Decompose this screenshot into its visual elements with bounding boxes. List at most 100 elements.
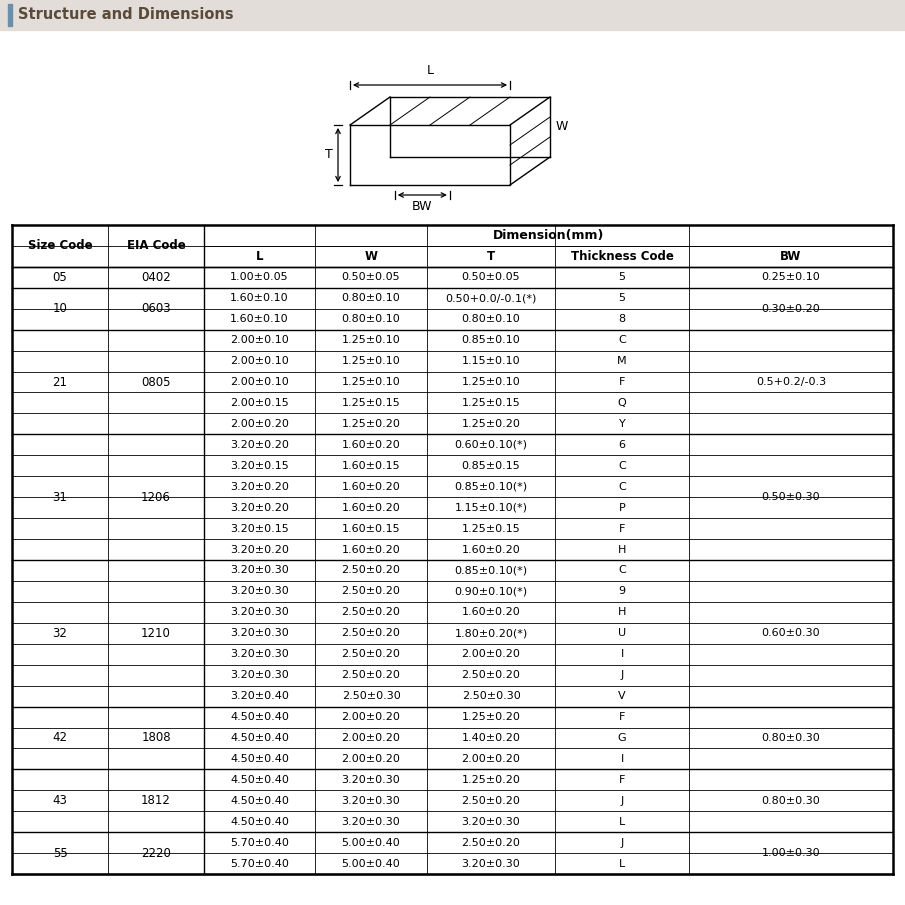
Text: 4.50±0.40: 4.50±0.40 [230,795,289,805]
Text: 0.85±0.15: 0.85±0.15 [462,461,520,471]
Text: 1.25±0.15: 1.25±0.15 [462,398,520,408]
Text: 2.00±0.20: 2.00±0.20 [462,754,520,764]
Text: I: I [620,754,624,764]
Text: 2.50±0.20: 2.50±0.20 [462,671,520,681]
Text: 1.40±0.20: 1.40±0.20 [462,733,520,743]
Text: 0.50±0.05: 0.50±0.05 [342,272,400,282]
Bar [0,0,905,30]
Text: 1.25±0.10: 1.25±0.10 [341,377,400,387]
Text: 0.85±0.10: 0.85±0.10 [462,335,520,345]
Text: L: L [426,64,433,77]
Text: 3.20±0.20: 3.20±0.20 [230,502,289,512]
Text: F: F [619,712,625,722]
Text: 1.25±0.10: 1.25±0.10 [341,335,400,345]
Text: L: L [256,250,263,263]
Text: I: I [620,649,624,659]
Text: 3.20±0.30: 3.20±0.30 [341,816,400,827]
Text: J: J [620,671,624,681]
Text: 3.20±0.30: 3.20±0.30 [341,775,400,785]
Text: 2.00±0.10: 2.00±0.10 [230,356,289,367]
Text: 3.20±0.15: 3.20±0.15 [230,524,289,534]
Text: 9: 9 [618,586,625,596]
Text: Size Code: Size Code [28,240,92,252]
Text: 1.25±0.15: 1.25±0.15 [462,524,520,534]
Text: 5: 5 [618,272,625,282]
Text: 3.20±0.30: 3.20±0.30 [230,671,289,681]
Text: 0.80±0.10: 0.80±0.10 [341,293,400,303]
Text: 3.20±0.20: 3.20±0.20 [230,481,289,491]
Text: 4.50±0.40: 4.50±0.40 [230,775,289,785]
Text: J: J [620,795,624,805]
Text: 1210: 1210 [141,627,171,640]
Text: 3.20±0.30: 3.20±0.30 [230,586,289,596]
Text: 1808: 1808 [141,731,171,745]
Text: W: W [556,120,568,134]
Text: F: F [619,775,625,785]
Text: 2.00±0.20: 2.00±0.20 [341,754,400,764]
Text: 3.20±0.30: 3.20±0.30 [341,795,400,805]
Text: 2220: 2220 [141,846,171,860]
Text: 1.60±0.20: 1.60±0.20 [341,481,400,491]
Text: 4.50±0.40: 4.50±0.40 [230,733,289,743]
Text: 3.20±0.30: 3.20±0.30 [462,816,520,827]
Text: 3.20±0.40: 3.20±0.40 [230,691,289,701]
Text: 1.25±0.20: 1.25±0.20 [341,419,400,429]
Text: BW: BW [780,250,802,263]
Text: 1.80±0.20(*): 1.80±0.20(*) [454,628,528,638]
Text: 0.50+0.0/-0.1(*): 0.50+0.0/-0.1(*) [445,293,537,303]
Text: L: L [619,859,625,869]
Text: 5.70±0.40: 5.70±0.40 [230,838,289,848]
Text: J: J [620,838,624,848]
Text: 2.00±0.20: 2.00±0.20 [230,419,289,429]
Text: 2.50±0.30: 2.50±0.30 [341,691,400,701]
Text: W: W [365,250,377,263]
Text: 32: 32 [52,627,68,640]
Text: 0.85±0.10(*): 0.85±0.10(*) [454,481,528,491]
Text: 4.50±0.40: 4.50±0.40 [230,816,289,827]
Text: 21: 21 [52,376,68,388]
Text: U: U [618,628,626,638]
Text: 1.60±0.20: 1.60±0.20 [341,545,400,555]
Text: 1.15±0.10: 1.15±0.10 [462,356,520,367]
Text: 10: 10 [52,302,68,315]
Text: 3.20±0.30: 3.20±0.30 [230,628,289,638]
Text: 55: 55 [52,846,67,860]
Text: G: G [618,733,626,743]
Text: 4.50±0.40: 4.50±0.40 [230,712,289,722]
Text: 2.50±0.20: 2.50±0.20 [341,586,400,596]
Text: 0.25±0.10: 0.25±0.10 [762,272,820,282]
Text: 5.00±0.40: 5.00±0.40 [341,838,400,848]
Text: 6: 6 [618,440,625,450]
Text: C: C [618,481,626,491]
Text: 1.00±0.05: 1.00±0.05 [230,272,289,282]
Text: Thickness Code: Thickness Code [570,250,673,263]
Text: Q: Q [617,398,626,408]
Text: 0.5+0.2/-0.3: 0.5+0.2/-0.3 [756,377,826,387]
Text: 0.60±0.30: 0.60±0.30 [762,628,820,638]
Text: H: H [618,607,626,617]
Text: 1.15±0.10(*): 1.15±0.10(*) [454,502,528,512]
Text: M: M [617,356,627,367]
Text: 1206: 1206 [141,491,171,504]
Text: Dimension(mm): Dimension(mm) [493,229,605,242]
Text: 1.25±0.10: 1.25±0.10 [462,377,520,387]
Text: 42: 42 [52,731,68,745]
Text: 0.90±0.10(*): 0.90±0.10(*) [454,586,528,596]
Text: 3.20±0.30: 3.20±0.30 [230,649,289,659]
Text: 2.50±0.20: 2.50±0.20 [341,671,400,681]
Text: F: F [619,524,625,534]
Text: 0.80±0.10: 0.80±0.10 [341,314,400,324]
Text: 1.60±0.10: 1.60±0.10 [230,314,289,324]
Text: 4.50±0.40: 4.50±0.40 [230,754,289,764]
Text: 05: 05 [52,271,67,284]
Text: EIA Code: EIA Code [127,240,186,252]
Text: 5.00±0.40: 5.00±0.40 [341,859,400,869]
Text: 2.50±0.20: 2.50±0.20 [462,795,520,805]
Text: 2.50±0.20: 2.50±0.20 [341,649,400,659]
Text: 0.80±0.30: 0.80±0.30 [762,795,820,805]
Text: 1.25±0.15: 1.25±0.15 [341,398,400,408]
Text: 3.20±0.15: 3.20±0.15 [230,461,289,471]
Text: 1.25±0.20: 1.25±0.20 [462,712,520,722]
Text: T: T [325,148,333,161]
Text: Y: Y [619,419,625,429]
